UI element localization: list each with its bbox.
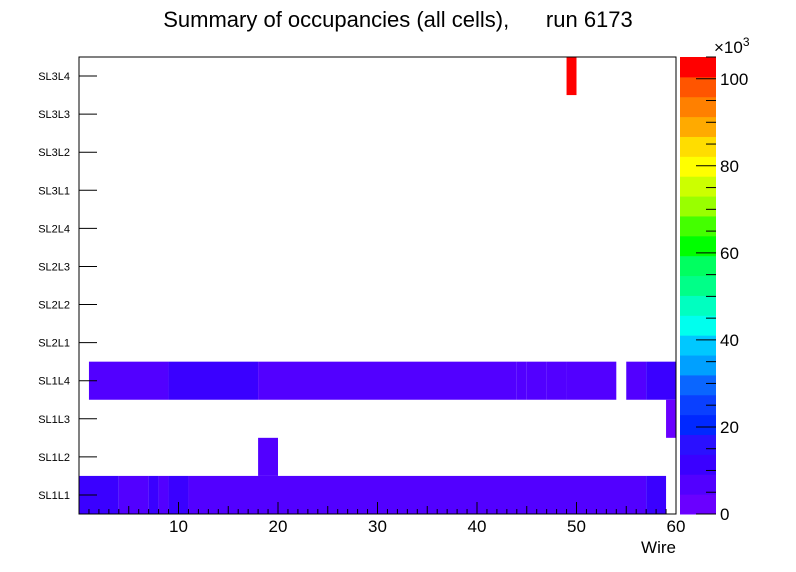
heatmap-cell <box>88 361 169 400</box>
heatmap-cell <box>646 361 676 400</box>
y-tick-label: SL1L4 <box>38 376 70 388</box>
y-tick-label: SL1L2 <box>38 452 70 464</box>
color-scale-axis: 0 20 40 60 80 100 <box>696 56 748 524</box>
color-scale-segment <box>680 295 716 316</box>
z-tick-label: 0 <box>720 505 729 524</box>
color-scale-segment <box>680 76 716 98</box>
heatmap-cell <box>158 475 169 514</box>
color-scale-segment <box>680 255 716 277</box>
y-axis: SL1L1 SL1L2 SL1L3 SL1L4 SL2L1 SL2L2 SL2L3 SL2L4… <box>38 71 97 502</box>
color-scale-segment <box>680 335 716 356</box>
color-scale-segment <box>680 57 716 78</box>
y-tick-label: SL3L1 <box>38 185 70 197</box>
color-scale-segment <box>680 454 716 475</box>
heatmap-cell <box>258 437 278 476</box>
color-scale-segment <box>680 315 716 336</box>
x-tick-label: 10 <box>169 517 188 536</box>
x-tick-label: 40 <box>468 517 487 536</box>
color-scale-segment <box>680 374 716 396</box>
chart-title: Summary of occupancies (all cells), run … <box>163 7 633 32</box>
color-scale-segment <box>680 434 716 455</box>
y-tick-label: SL3L2 <box>38 147 70 159</box>
x-tick-label: 50 <box>567 517 586 536</box>
z-tick-label: 80 <box>720 157 739 176</box>
color-scale-segment <box>680 235 716 257</box>
heatmap-cell <box>566 57 577 96</box>
x-tick-label: 20 <box>269 517 288 536</box>
x-tick-label: 30 <box>368 517 387 536</box>
x-tick-label: 60 <box>667 517 686 536</box>
heatmap-cell <box>188 475 647 514</box>
heatmap-cell <box>646 475 667 514</box>
color-scale-segment <box>680 156 716 177</box>
y-tick-label: SL2L1 <box>38 338 70 350</box>
z-tick-label: 60 <box>720 244 739 263</box>
color-scale-segment <box>680 196 716 217</box>
color-scale-segment <box>680 355 716 376</box>
heatmap-cell <box>566 361 617 400</box>
heatmap-cell <box>666 399 676 438</box>
color-scale-segment <box>680 96 716 118</box>
color-scale-segment <box>680 116 716 137</box>
heatmap-cell <box>546 361 567 400</box>
color-scale <box>680 57 716 515</box>
plot-area <box>79 57 676 514</box>
heatmap-cell <box>626 361 647 400</box>
color-scale-segment <box>680 394 716 416</box>
x-axis: 10 20 30 40 50 60 <box>78 502 686 536</box>
y-tick-label: SL1L3 <box>38 414 70 426</box>
y-tick-label: SL2L4 <box>38 223 70 235</box>
color-scale-segment <box>680 414 716 436</box>
z-tick-label: 20 <box>720 418 739 437</box>
heatmap-cell <box>168 361 259 400</box>
y-tick-label: SL2L3 <box>38 261 70 273</box>
color-scale-multiplier: ×103 <box>714 35 750 57</box>
heatmap-cell <box>516 361 527 400</box>
y-tick-label: SL1L1 <box>38 490 70 502</box>
y-tick-label: SL2L2 <box>38 300 70 312</box>
x-axis-title: Wire <box>641 538 676 557</box>
y-tick-label: SL3L3 <box>38 109 70 121</box>
color-scale-segment <box>680 136 716 157</box>
y-tick-label: SL3L4 <box>38 71 70 83</box>
z-tick-label: 100 <box>720 70 748 89</box>
plot-frame <box>78 56 677 515</box>
color-scale-segment <box>680 494 716 515</box>
heatmap-cell <box>258 361 517 400</box>
heatmap-cell <box>148 475 159 514</box>
multiplier-exponent: 3 <box>743 35 750 49</box>
heatmap-cell <box>168 475 189 514</box>
z-tick-label: 40 <box>720 331 739 350</box>
color-scale-segment <box>680 215 716 237</box>
color-scale-segment <box>680 176 716 197</box>
heatmap-cell <box>118 475 149 514</box>
heatmap-cells <box>79 57 676 514</box>
multiplier-base: ×10 <box>714 38 743 57</box>
heatmap-cell <box>526 361 547 400</box>
color-scale-segment <box>680 474 716 495</box>
color-scale-segment <box>680 275 716 296</box>
